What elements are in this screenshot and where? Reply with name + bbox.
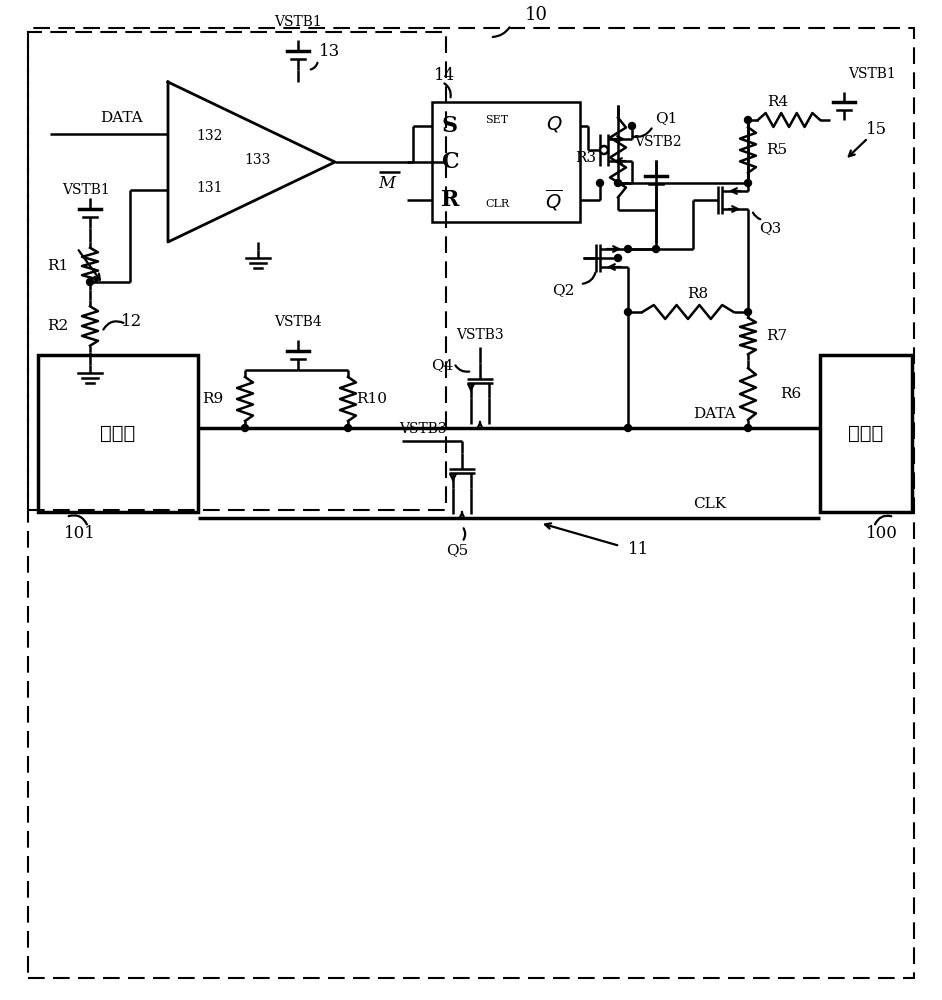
Bar [820,355,912,512]
Text: VSTB4: VSTB4 [274,315,322,329]
Text: SET: SET [485,115,509,125]
Text: VSTB2: VSTB2 [634,135,682,149]
Circle shape [600,146,608,154]
Text: Q2: Q2 [552,283,575,297]
Text: CLR: CLR [485,199,509,209]
Text: 14: 14 [434,68,455,85]
Circle shape [744,308,752,316]
Circle shape [87,278,93,286]
Circle shape [241,424,249,432]
Text: 主设备: 主设备 [101,424,136,442]
Text: 15: 15 [866,121,886,138]
Text: Q5: Q5 [446,543,468,557]
Circle shape [345,424,351,432]
Text: R4: R4 [768,95,788,109]
Text: R: R [441,189,459,211]
Text: C: C [441,151,459,173]
Text: R3: R3 [575,150,596,164]
Circle shape [614,254,622,261]
Text: $\overline{Q}$: $\overline{Q}$ [545,187,562,213]
Circle shape [744,180,752,186]
Text: VSTB3: VSTB3 [399,422,447,436]
Text: VSTB1: VSTB1 [274,15,322,29]
Text: R10: R10 [356,392,387,406]
Text: R6: R6 [780,387,802,401]
Text: CLK: CLK [693,497,726,511]
Text: R9: R9 [202,392,223,406]
Text: R5: R5 [766,143,788,157]
Text: 12: 12 [122,314,142,330]
Text: S: S [442,115,458,137]
Text: 13: 13 [319,43,341,60]
Circle shape [614,180,622,186]
Text: R1: R1 [47,259,68,273]
Text: VSTB3: VSTB3 [456,328,504,342]
Text: DATA: DATA [693,407,736,421]
Text: 132: 132 [197,129,223,143]
Text: 133: 133 [245,153,271,167]
Circle shape [625,245,631,252]
Text: 101: 101 [64,526,96,542]
Text: M: M [379,174,396,192]
Text: VSTB1: VSTB1 [848,67,896,81]
Text: Q4: Q4 [430,358,453,372]
Text: VSTB1: VSTB1 [62,183,110,197]
Text: 100: 100 [866,526,898,542]
Circle shape [744,116,752,123]
Text: 11: 11 [628,542,649,558]
Text: 10: 10 [525,6,547,24]
Text: Q1: Q1 [655,111,677,125]
Circle shape [744,424,752,432]
Bar [38,355,198,512]
Circle shape [596,180,604,186]
Text: Q3: Q3 [759,221,781,235]
Text: 131: 131 [197,181,223,195]
Text: 从设备: 从设备 [849,424,884,442]
Text: R7: R7 [766,329,788,343]
Text: DATA: DATA [100,111,142,125]
Text: R8: R8 [688,287,708,301]
Circle shape [628,122,636,129]
Circle shape [625,424,631,432]
Text: $\it{Q}$: $\it{Q}$ [545,114,562,134]
Circle shape [653,245,659,252]
Text: R2: R2 [47,319,68,333]
Circle shape [625,308,631,316]
Bar [432,102,580,222]
